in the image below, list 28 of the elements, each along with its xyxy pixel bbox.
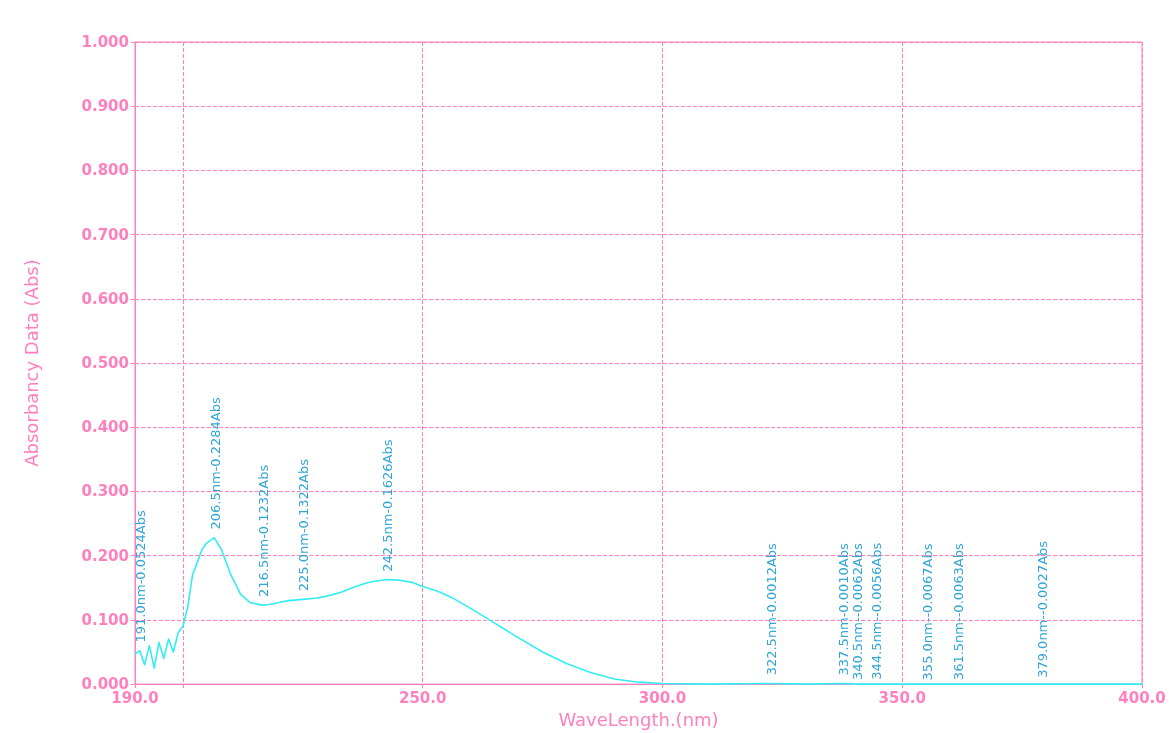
y-tick-label: 0.600 — [81, 289, 129, 308]
annotation: 344.5nm--0.0056Abs — [869, 542, 885, 680]
y-tick-label: 0.500 — [81, 354, 129, 373]
y-tick-label: 1.000 — [81, 33, 129, 51]
y-tick-label: 0.200 — [81, 546, 129, 565]
annotation: 361.5nm--0.0063Abs — [950, 543, 966, 681]
y-tick-label: 0.900 — [81, 97, 129, 116]
annotation: 355.0nm--0.0067Abs — [919, 543, 935, 681]
annotation: 191.0nm-0.0524Abs — [133, 510, 149, 643]
annotation: 322.5nm-0.0012Abs — [763, 542, 779, 676]
annotation: 379.0nm--0.0027Abs — [1034, 540, 1050, 678]
annotation: 216.5nm-0.1232Abs — [255, 464, 271, 597]
annotation: 242.5nm-0.1626Abs — [380, 439, 396, 572]
annotation: 340.5nm--0.0062Abs — [850, 542, 866, 681]
annotation: 337.5nm-0.0010Abs — [835, 543, 851, 676]
y-axis-title: Absorbancy Data (Abs) — [20, 259, 42, 467]
y-tick-label: 0.300 — [81, 482, 129, 501]
y-tick-label: 0.400 — [81, 418, 129, 437]
x-tick-label: 300.0 — [638, 688, 687, 707]
annotation: 206.5nm-0.2284Abs — [207, 397, 223, 530]
x-tick-label: 400.0 — [1118, 688, 1166, 707]
y-tick-label: 0.800 — [81, 161, 129, 180]
x-tick-label: 250.0 — [398, 688, 447, 707]
x-axis-title: WaveLength.(nm) — [558, 708, 719, 730]
y-tick-label: 0.700 — [81, 225, 129, 244]
y-tick-label: 0.100 — [81, 610, 129, 629]
x-tick-label: 350.0 — [878, 688, 926, 707]
annotation: 225.0nm-0.1322Abs — [296, 458, 312, 592]
